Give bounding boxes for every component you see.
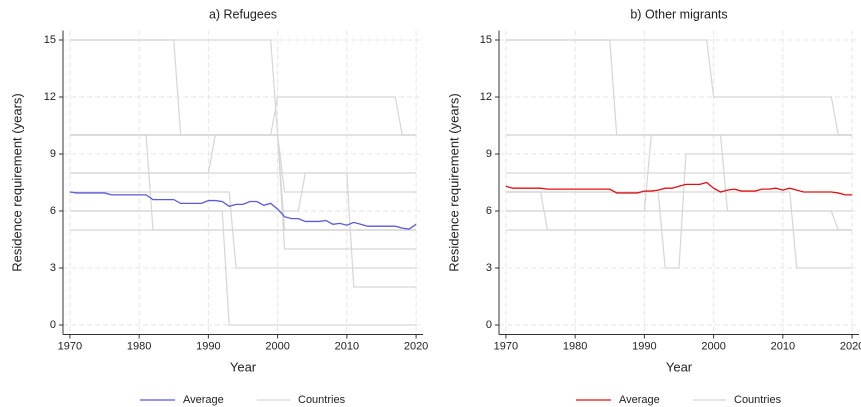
y-axis-label: Residence requirement (years) bbox=[446, 93, 461, 271]
x-tick-label: 2000 bbox=[701, 340, 725, 352]
country-line bbox=[69, 134, 417, 231]
country-line bbox=[505, 39, 853, 136]
country-line bbox=[505, 191, 853, 269]
legend-label: Average bbox=[183, 394, 224, 406]
panel-title: a) Refugees bbox=[209, 7, 277, 21]
country-line bbox=[505, 39, 853, 136]
y-tick-label: 9 bbox=[486, 148, 492, 160]
x-tick-label: 2020 bbox=[404, 340, 428, 352]
country-line bbox=[69, 191, 417, 269]
x-tick-label: 1990 bbox=[196, 340, 220, 352]
y-tick-label: 6 bbox=[50, 205, 56, 217]
y-tick-label: 3 bbox=[50, 262, 56, 274]
country-line bbox=[69, 134, 417, 193]
panel-title: b) Other migrants bbox=[630, 7, 727, 21]
y-tick-label: 0 bbox=[486, 319, 492, 331]
x-tick-label: 2020 bbox=[840, 340, 861, 352]
legend-label: Countries bbox=[298, 394, 346, 406]
x-tick-label: 1970 bbox=[494, 340, 518, 352]
x-tick-label: 1980 bbox=[563, 340, 587, 352]
y-tick-label: 6 bbox=[486, 205, 492, 217]
y-tick-label: 15 bbox=[480, 34, 492, 46]
y-tick-label: 3 bbox=[486, 262, 492, 274]
country-line bbox=[69, 96, 417, 136]
x-tick-label: 2010 bbox=[335, 340, 359, 352]
x-tick-label: 2000 bbox=[265, 340, 289, 352]
y-axis-label: Residence requirement (years) bbox=[9, 93, 24, 271]
legend-label: Countries bbox=[734, 394, 782, 406]
x-tick-label: 1980 bbox=[127, 340, 151, 352]
x-axis-label: Year bbox=[230, 359, 257, 374]
country-line bbox=[505, 210, 853, 231]
average-line bbox=[505, 181, 853, 196]
y-tick-label: 15 bbox=[44, 34, 56, 46]
x-tick-label: 1990 bbox=[632, 340, 656, 352]
y-tick-label: 12 bbox=[44, 91, 56, 103]
x-axis-label: Year bbox=[666, 359, 693, 374]
country-line bbox=[69, 39, 417, 136]
x-tick-label: 1970 bbox=[58, 340, 82, 352]
y-tick-label: 12 bbox=[480, 91, 492, 103]
legend-label: Average bbox=[619, 394, 660, 406]
x-tick-label: 2010 bbox=[771, 340, 795, 352]
country-line bbox=[69, 172, 417, 288]
average-line bbox=[69, 191, 417, 230]
y-tick-label: 0 bbox=[50, 319, 56, 331]
y-tick-label: 9 bbox=[50, 148, 56, 160]
